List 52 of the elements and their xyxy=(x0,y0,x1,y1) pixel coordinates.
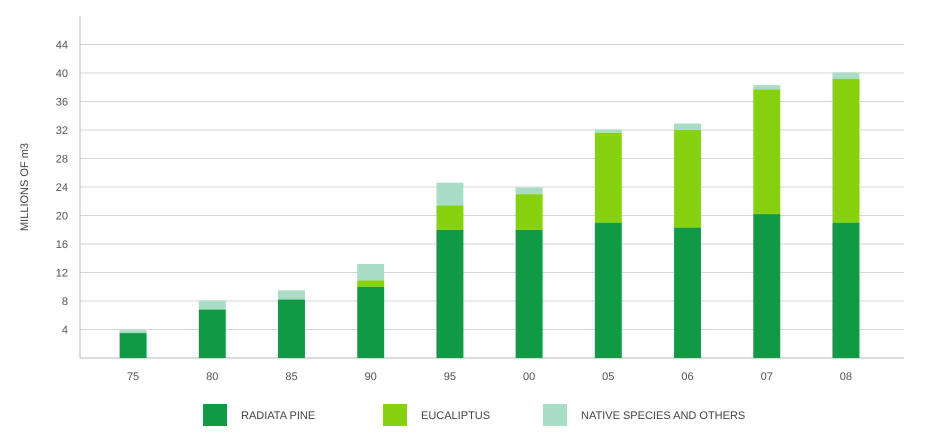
bar xyxy=(357,286,384,358)
bar xyxy=(753,214,780,358)
bar xyxy=(832,72,860,79)
x-tick-label: 08 xyxy=(840,371,852,383)
legend-label: NATIVE SPECIES AND OTHERS xyxy=(581,410,746,422)
x-tick-label: 05 xyxy=(602,371,614,383)
bar xyxy=(516,188,543,194)
bar xyxy=(278,300,305,358)
x-tick-label: 85 xyxy=(285,371,298,383)
bar xyxy=(198,300,226,310)
y-tick-label: 36 xyxy=(56,96,68,108)
y-tick-label: 20 xyxy=(56,210,68,222)
bar xyxy=(832,78,860,223)
bar xyxy=(120,330,147,334)
bar xyxy=(357,264,384,280)
bar xyxy=(198,310,226,358)
x-tick-label: 00 xyxy=(522,371,536,383)
x-tick-label: 80 xyxy=(206,371,218,383)
x-tick-label: 90 xyxy=(364,371,377,383)
bar xyxy=(832,222,860,358)
y-tick-label: 4 xyxy=(62,324,68,336)
y-axis-title: MILLIONS OF m3 xyxy=(19,142,31,232)
x-tick-label: 95 xyxy=(444,371,456,383)
bar xyxy=(278,290,305,300)
bar xyxy=(120,333,147,358)
y-tick-label: 8 xyxy=(62,296,68,308)
x-tick-label: 06 xyxy=(681,371,694,383)
bar xyxy=(436,230,464,358)
bar xyxy=(516,230,543,358)
bar xyxy=(357,280,384,287)
bar xyxy=(753,89,780,214)
legend-label: EUCALIPTUS xyxy=(421,410,490,422)
y-tick-label: 32 xyxy=(56,124,68,137)
legend-label: RADIATA PINE xyxy=(241,410,316,422)
y-tick-label: 28 xyxy=(56,153,68,166)
y-tick-label: 12 xyxy=(56,267,68,280)
y-tick-label: 24 xyxy=(56,182,68,194)
bar xyxy=(674,130,701,228)
y-tick-label: 16 xyxy=(56,238,68,251)
bar xyxy=(674,124,701,130)
y-tick-label: 44 xyxy=(56,39,68,52)
bar xyxy=(594,132,622,223)
y-tick-label: 40 xyxy=(56,68,68,80)
x-tick-label: 07 xyxy=(760,371,773,383)
bar xyxy=(436,182,464,206)
bar xyxy=(753,85,780,90)
bar xyxy=(594,129,622,133)
bar xyxy=(674,228,701,358)
x-tick-label: 75 xyxy=(126,371,140,383)
bar xyxy=(436,206,464,230)
bar xyxy=(594,222,622,358)
bar xyxy=(516,194,543,230)
